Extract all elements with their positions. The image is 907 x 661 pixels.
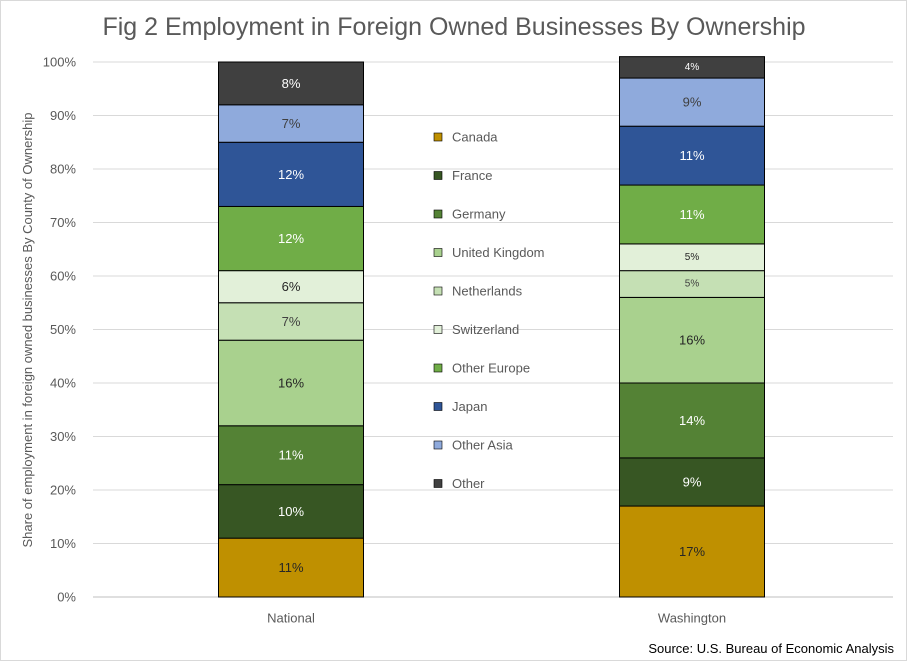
bar-segment-japan [218,141,364,207]
bar-stacks: 11% 10% 11% 16% 7% 6% 12% 12% 7% 8% 17% 9% 14% 16% 5% 5… [218,56,765,598]
bar-segment-germany [619,382,765,459]
data-label: 11% [278,560,303,575]
bar-segment-germany [218,425,364,486]
data-label: 7% [282,116,301,131]
legend-item: Germany [433,207,506,222]
data-label: 8% [282,76,301,91]
bar-segment-other-asia [619,77,765,127]
legend-item: Other [433,476,485,491]
legend-item: Canada [433,130,498,145]
bar-segment-other-europe [218,205,364,272]
legend-item: Switzerland [433,322,519,337]
legend-swatch [433,402,443,411]
y-axis-title: Share of employment in foreign owned bus… [20,112,35,547]
legend-item: France [433,168,492,183]
legend-swatch [433,248,443,257]
data-label: 17% [679,544,705,559]
y-tick-label: 90% [50,108,76,123]
y-tick-label: 0% [57,590,76,605]
bar-segment-united-kingdom [619,296,765,384]
legend-label: Other [452,476,485,491]
y-tick-label: 30% [50,429,76,444]
legend-item: Netherlands [433,284,523,299]
bar-segment-united-kingdom [218,339,364,427]
data-label: 16% [679,333,705,348]
data-label: 4% [685,62,700,73]
legend-label: Germany [452,207,506,222]
bar-stack-national: 11% 10% 11% 16% 7% 6% 12% 12% 7% 8% [218,61,364,598]
legend-swatch [433,363,443,373]
legend-swatch [433,325,443,334]
data-label: 9% [683,474,702,489]
bar-segment-other [218,61,364,106]
y-tick-label: 40% [50,376,76,391]
legend-swatch [433,209,443,219]
legend-label: Japan [452,399,487,414]
legend-label: Switzerland [452,322,519,337]
legend-swatch [433,286,443,296]
data-label: 12% [278,167,304,182]
y-tick-label: 80% [50,162,76,177]
legend-label: Other Europe [452,361,530,376]
data-label: 16% [278,376,304,391]
legend-label: Canada [452,130,498,145]
chart-title: Fig 2 Employment in Foreign Owned Busine… [102,13,805,41]
bar-segment-other-europe [619,184,765,245]
y-tick-label: 20% [50,483,76,498]
x-category-label: National [267,611,315,626]
bar-stack-washington: 17% 9% 14% 16% 5% 5% 11% 11% 9% 4% [619,56,765,598]
data-label: 5% [685,279,700,290]
legend-label: United Kingdom [452,245,545,260]
x-category-label: Washington [658,611,726,626]
bar-segment-netherlands [619,270,765,298]
bar-segment-france [218,484,364,539]
data-label: 14% [679,413,705,428]
y-tick-label: 50% [50,322,76,337]
y-tick-label: 70% [50,215,76,230]
data-label: 9% [683,95,702,110]
legend-swatch [433,132,443,142]
legend-swatch [433,440,443,450]
y-tick-label: 60% [50,269,76,284]
data-label: 5% [685,252,700,263]
data-label: 11% [278,448,303,463]
y-tick-label: 10% [50,536,76,551]
x-axis-categories: National Washington [267,611,726,626]
y-tick-label: 100% [43,55,77,70]
data-label: 11% [679,148,704,163]
bar-segment-switzerland [619,243,765,272]
legend-label: Netherlands [452,284,523,299]
legend-item: Japan [433,399,487,414]
legend-item: United Kingdom [433,245,545,260]
legend-swatch [433,479,443,488]
data-label: 11% [679,207,704,222]
data-label: 10% [278,504,304,519]
data-label: 7% [282,314,301,329]
data-label: 12% [278,231,304,246]
legend-item: Other Europe [433,361,530,376]
legend: Canada France Germany United Kingdom Netherl… [433,130,545,491]
bar-segment-japan [619,125,765,186]
legend-label: France [452,168,492,183]
y-axis-ticks: 0% 10% 20% 30% 40% 50% 60% 70% 80% 90% 100% [43,55,77,605]
legend-swatch [433,171,443,180]
legend-item: Other Asia [433,438,513,453]
data-label: 6% [282,279,301,294]
source-note: Source: U.S. Bureau of Economic Analysis [648,641,894,656]
bar-segment-france [619,457,765,507]
bar-segment-canada [619,505,765,598]
bar-segment-other-asia [218,104,364,143]
legend-label: Other Asia [452,438,513,453]
bar-segment-other [619,56,765,79]
bar-segment-canada [218,537,364,598]
